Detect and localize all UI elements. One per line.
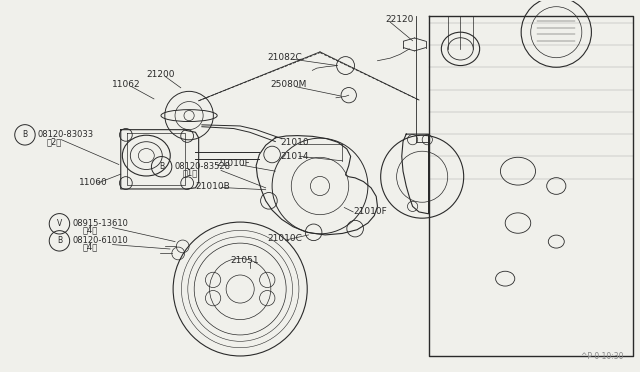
Text: （2）: （2）: [47, 137, 62, 146]
Text: B: B: [22, 130, 28, 140]
Text: （1）: （1）: [182, 169, 198, 177]
Text: 25080M: 25080M: [270, 80, 307, 89]
Text: 11060: 11060: [79, 178, 108, 187]
Text: 21014: 21014: [280, 152, 309, 161]
Text: 08120-83033: 08120-83033: [38, 130, 94, 140]
Text: （4）: （4）: [83, 243, 98, 251]
Text: 21010F: 21010F: [353, 207, 387, 216]
Text: （4）: （4）: [83, 225, 98, 234]
Text: 08120-61010: 08120-61010: [72, 236, 128, 246]
Text: 21051: 21051: [230, 256, 259, 264]
Text: 21010F: 21010F: [216, 159, 250, 168]
Text: 21010C: 21010C: [268, 234, 303, 243]
Text: B: B: [57, 236, 62, 246]
Text: ^P 0 10:30: ^P 0 10:30: [581, 352, 623, 361]
Text: V: V: [57, 219, 62, 228]
Text: 08120-83528: 08120-83528: [174, 162, 230, 171]
Text: 11062: 11062: [113, 80, 141, 89]
Text: 21082C: 21082C: [268, 52, 302, 61]
Text: B: B: [159, 162, 164, 171]
Text: 22120: 22120: [386, 16, 414, 25]
Text: 21010B: 21010B: [195, 182, 230, 190]
Text: 21200: 21200: [147, 70, 175, 79]
Text: 21010: 21010: [280, 138, 309, 147]
Text: 08915-13610: 08915-13610: [72, 219, 128, 228]
